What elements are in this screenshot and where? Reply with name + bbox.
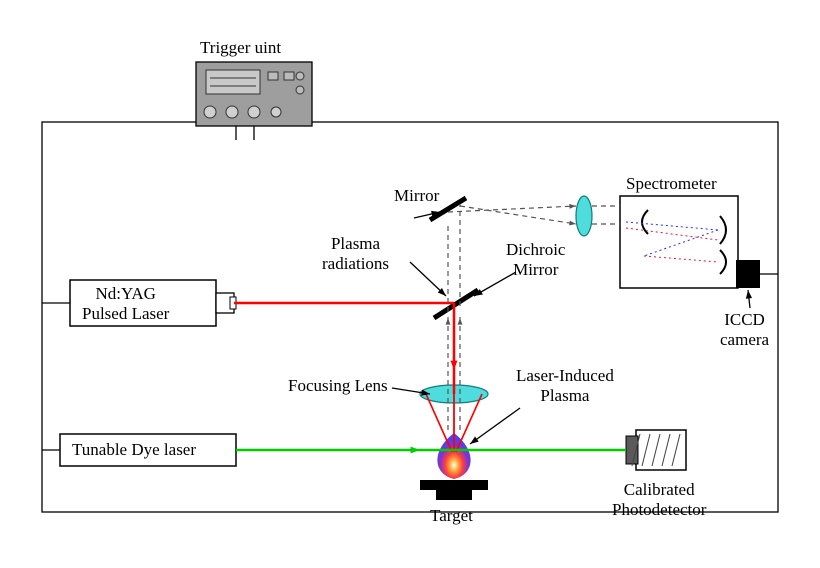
trigger-label: Trigger uint <box>200 38 281 58</box>
plasma-rad-label: Plasma radiations <box>322 234 389 273</box>
dye-label: Tunable Dye laser <box>72 440 196 460</box>
target-label: Target <box>430 506 473 526</box>
spectrometer-label: Spectrometer <box>626 174 717 194</box>
mirror-label: Mirror <box>394 186 439 206</box>
ndyag-label: Nd:YAG Pulsed Laser <box>82 284 169 323</box>
focusing-label: Focusing Lens <box>288 376 388 396</box>
lip-label: Laser-Induced Plasma <box>516 366 614 405</box>
iccd-label: ICCD camera <box>720 310 769 349</box>
dichroic-label: Dichroic Mirror <box>506 240 565 279</box>
photodetector-label: Calibrated Photodetector <box>612 480 706 519</box>
